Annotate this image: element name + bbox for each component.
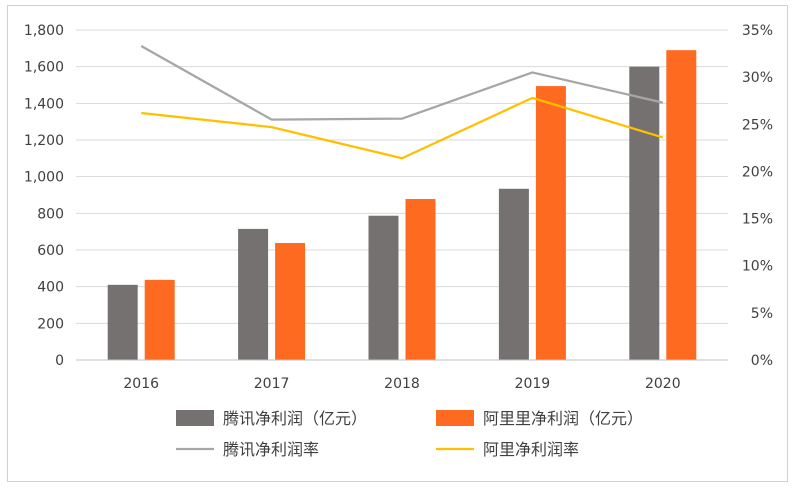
y-left-tick-label: 1,600 xyxy=(24,60,64,76)
legend-label: 腾讯净利润（亿元） xyxy=(223,409,367,428)
y-right-tick-label: 35% xyxy=(742,23,773,39)
y-right-tick-label: 5% xyxy=(751,306,773,322)
legend-label: 阿里净利润率 xyxy=(483,440,579,459)
y-left-tick-label: 400 xyxy=(37,280,64,296)
gridlines xyxy=(76,29,728,324)
y-left-tick-label: 1,000 xyxy=(24,170,64,186)
bar-alibaba xyxy=(535,86,566,360)
legend: 腾讯净利润（亿元） 阿里里净利润（亿元） 腾讯净利润率 阿里净利润率 xyxy=(176,409,643,459)
bar-alibaba xyxy=(666,50,697,361)
bars xyxy=(107,50,697,361)
x-tick-label: 2016 xyxy=(123,376,159,392)
y-left-tick-label: 800 xyxy=(37,206,64,222)
bar-alibaba xyxy=(275,243,306,360)
bar-alibaba xyxy=(405,199,436,360)
x-tick-label: 2020 xyxy=(645,376,681,392)
bar-tencent xyxy=(238,228,269,360)
y-right-tick-label: 30% xyxy=(742,70,773,86)
y-right-tick-label: 15% xyxy=(742,212,773,228)
y-left-tick-label: 1,800 xyxy=(24,23,64,39)
bar-tencent xyxy=(107,284,138,360)
bar-tencent xyxy=(498,188,529,360)
y-right-tick-label: 0% xyxy=(751,353,773,369)
bar-tencent xyxy=(368,215,399,360)
y-right-tick-label: 10% xyxy=(742,259,773,275)
line-tencent-margin xyxy=(140,45,664,121)
x-tick-label: 2019 xyxy=(515,376,551,392)
legend-label: 阿里里净利润（亿元） xyxy=(483,409,643,428)
y-left-tick-label: 600 xyxy=(37,243,64,259)
line-alibaba-margin xyxy=(141,96,664,160)
bar-tencent xyxy=(629,66,660,361)
legend-swatch xyxy=(176,410,214,426)
legend-swatch xyxy=(436,410,474,426)
axes: 0 200 400 600 800 1,000 1,200 1,400 1,600 1,800 0%… xyxy=(24,23,773,392)
y-left-tick-label: 1,200 xyxy=(24,133,64,149)
y-left-tick-label: 200 xyxy=(37,316,64,332)
y-left-tick-label: 1,400 xyxy=(24,96,64,112)
y-left-tick-label: 0 xyxy=(55,353,64,369)
y-right-tick-label: 20% xyxy=(742,164,773,180)
bar-alibaba xyxy=(144,279,175,360)
lines xyxy=(140,45,664,160)
legend-label: 腾讯净利润率 xyxy=(223,440,319,459)
x-tick-label: 2018 xyxy=(384,376,420,392)
x-tick-label: 2017 xyxy=(254,376,290,392)
y-right-tick-label: 25% xyxy=(742,117,773,133)
